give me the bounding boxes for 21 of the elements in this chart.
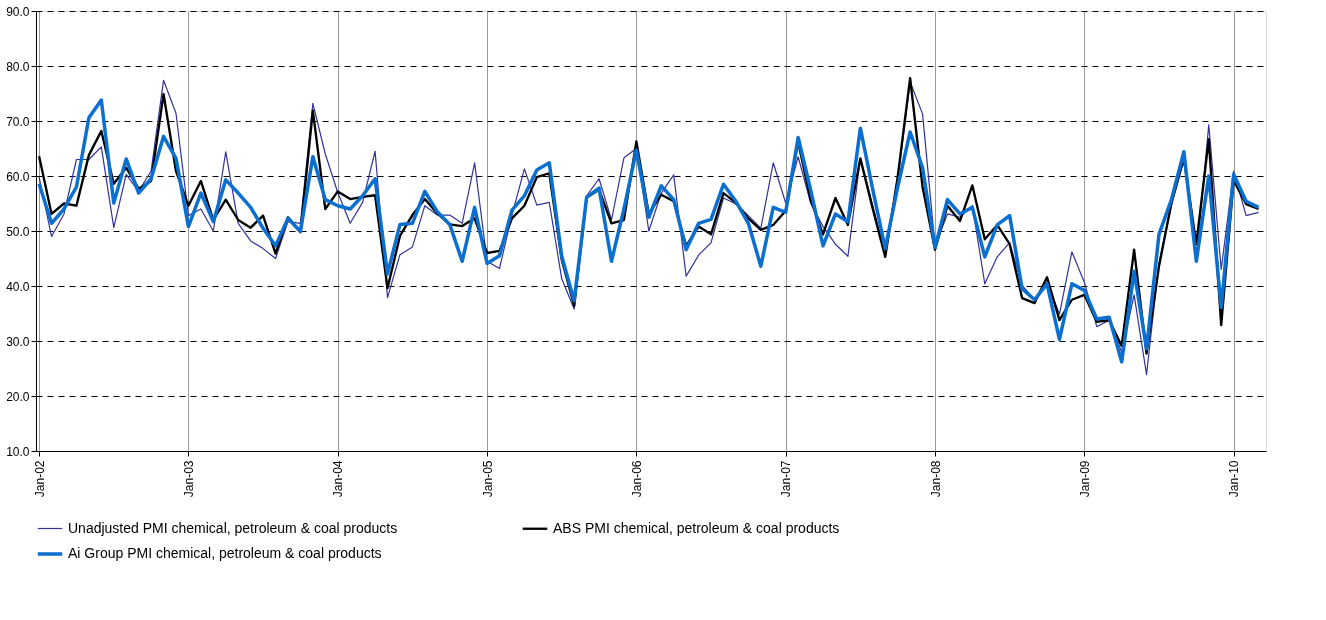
y-tick-label: 80.0 [6, 59, 30, 74]
x-tick-label: Jan-04 [331, 460, 346, 498]
x-tick-label: Jan-08 [928, 460, 943, 498]
x-tick-label: Jan-06 [629, 460, 644, 498]
y-tick-label: 50.0 [6, 224, 30, 239]
y-tick-label: 60.0 [6, 169, 30, 184]
y-tick-label: 70.0 [6, 114, 30, 129]
x-tick-label: Jan-03 [181, 460, 196, 498]
y-tick-label: 40.0 [6, 279, 30, 294]
x-tick-label: Jan-07 [779, 460, 794, 498]
legend-label: Unadjusted PMI chemical, petroleum & coal products [68, 519, 398, 536]
x-tick-label: Jan-10 [1227, 460, 1242, 498]
x-tick-label: Jan-02 [32, 460, 47, 498]
y-tick-label: 30.0 [6, 334, 30, 349]
legend-label: Ai Group PMI chemical, petroleum & coal products [68, 545, 382, 561]
x-tick-label: Jan-09 [1077, 460, 1092, 498]
x-tick-label: Jan-05 [480, 460, 495, 498]
legend-label: ABS PMI chemical, petroleum & coal products [553, 519, 840, 536]
y-tick-label: 10.0 [6, 444, 30, 459]
y-tick-label: 20.0 [6, 389, 30, 404]
y-tick-label: 90.0 [6, 4, 30, 19]
